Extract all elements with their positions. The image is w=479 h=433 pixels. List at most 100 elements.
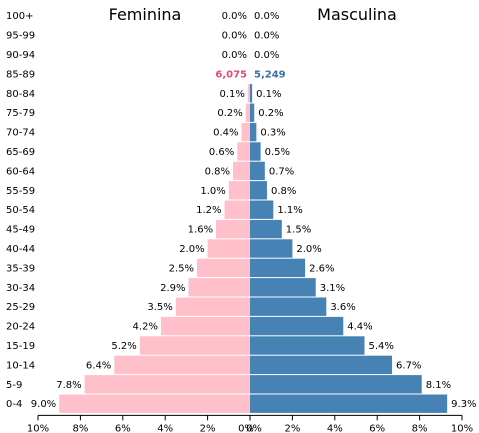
age-label-5-9: 5-9 [6, 380, 22, 391]
age-label-90-94: 90-94 [6, 50, 35, 61]
female-bar-5-9 [84, 375, 250, 394]
x-tick-label: 2% [200, 423, 216, 433]
male-bar-70-74 [250, 122, 257, 142]
female-value-100+: 0.0% [222, 11, 247, 22]
male-value-75-79: 0.2% [258, 108, 283, 119]
female-value-5-9: 7.8% [56, 380, 81, 391]
female-value-90-94: 0.0% [222, 50, 247, 61]
male-bar-35-39 [250, 258, 306, 278]
male-bar-15-19 [250, 336, 365, 355]
male-bar-20-24 [250, 316, 344, 336]
male-value-70-74: 0.3% [260, 128, 285, 139]
female-value-25-29: 3.5% [147, 302, 172, 313]
x-tick-label: 2% [284, 423, 300, 433]
female-bar-25-29 [175, 297, 250, 316]
age-label-75-79: 75-79 [6, 108, 35, 119]
female-value-20-24: 4.2% [133, 322, 158, 333]
male-bar-0-4 [250, 394, 448, 413]
male-value-10-14: 6.7% [396, 360, 421, 371]
female-bar-40-44 [207, 239, 250, 258]
age-label-100+: 100+ [6, 11, 33, 22]
female-title: Feminina [109, 5, 182, 24]
x-tick-label: 0% [238, 423, 254, 433]
male-value-5-9: 8.1% [426, 380, 451, 391]
male-value-85-89: 5,249 [254, 69, 286, 80]
female-bar-80-84 [247, 84, 250, 103]
age-label-65-69: 65-69 [6, 147, 35, 158]
bars-group [59, 84, 448, 413]
age-label-30-34: 30-34 [6, 283, 35, 294]
female-bar-50-54 [224, 200, 250, 219]
female-value-10-14: 6.4% [86, 360, 111, 371]
female-value-50-54: 1.2% [196, 205, 221, 216]
female-bar-55-59 [228, 181, 250, 200]
age-label-80-84: 80-84 [6, 89, 35, 100]
age-labels-group: 100+ 95-99 90-94 85-89 80-84 75-79 70-74 65-69 6… [6, 11, 35, 410]
male-value-100+: 0.0% [254, 11, 279, 22]
male-value-20-24: 4.4% [347, 322, 372, 333]
x-tick-label: 6% [115, 423, 131, 433]
age-label-95-99: 95-99 [6, 31, 35, 42]
female-bar-60-64 [233, 161, 250, 181]
x-tick-label: 8% [72, 423, 88, 433]
female-bar-15-19 [139, 336, 250, 355]
male-bar-45-49 [250, 219, 282, 239]
female-bar-10-14 [114, 355, 250, 375]
female-bar-30-34 [188, 278, 250, 297]
male-bar-40-44 [250, 239, 293, 258]
age-label-40-44: 40-44 [6, 244, 35, 255]
age-label-15-19: 15-19 [6, 341, 35, 352]
male-value-30-34: 3.1% [320, 283, 345, 294]
female-value-35-39: 2.5% [169, 263, 194, 274]
male-value-35-39: 2.6% [309, 263, 334, 274]
male-value-65-69: 0.5% [265, 147, 290, 158]
female-value-60-64: 0.8% [205, 166, 230, 177]
age-label-0-4: 0-4 [6, 399, 22, 410]
x-tick-label: 6% [369, 423, 385, 433]
x-tick-label: 0% [246, 423, 262, 433]
male-value-40-44: 2.0% [296, 244, 321, 255]
male-bar-10-14 [250, 355, 393, 375]
age-label-25-29: 25-29 [6, 302, 35, 313]
female-value-65-69: 0.6% [209, 147, 234, 158]
male-bar-5-9 [250, 375, 422, 394]
female-value-40-44: 2.0% [179, 244, 204, 255]
male-bar-60-64 [250, 161, 265, 181]
male-bar-65-69 [250, 142, 261, 161]
age-label-55-59: 55-59 [6, 186, 35, 197]
male-value-0-4: 9.3% [451, 399, 476, 410]
x-tick-label: 10% [27, 423, 49, 433]
female-value-75-79: 0.2% [217, 108, 242, 119]
x-tick-label: 4% [157, 423, 173, 433]
x-tick-label: 10% [451, 423, 473, 433]
female-value-70-74: 0.4% [213, 128, 238, 139]
female-value-30-34: 2.9% [160, 283, 185, 294]
female-bar-45-49 [216, 219, 250, 239]
male-value-60-64: 0.7% [269, 166, 294, 177]
x-tick-label: 8% [412, 423, 428, 433]
male-value-80-84: 0.1% [256, 89, 281, 100]
x-axis: 10% 8% 6% 4% 2% 0%0% 2% 4% 6% 8% 10% [27, 414, 473, 433]
male-bar-30-34 [250, 278, 316, 297]
age-label-20-24: 20-24 [6, 322, 35, 333]
female-bar-0-4 [59, 394, 251, 413]
age-label-10-14: 10-14 [6, 360, 35, 371]
female-value-95-99: 0.0% [222, 31, 247, 42]
age-label-35-39: 35-39 [6, 263, 35, 274]
male-bar-75-79 [250, 103, 255, 122]
male-value-55-59: 0.8% [271, 186, 296, 197]
female-value-0-4: 9.0% [31, 399, 56, 410]
age-label-45-49: 45-49 [6, 225, 35, 236]
female-bar-35-39 [197, 258, 250, 278]
male-bar-25-29 [250, 297, 327, 316]
female-bar-65-69 [237, 142, 250, 161]
female-bar-70-74 [241, 122, 250, 142]
female-value-85-89: 6,075 [215, 69, 247, 80]
female-value-55-59: 1.0% [200, 186, 225, 197]
male-value-90-94: 0.0% [254, 50, 279, 61]
female-bar-20-24 [160, 316, 250, 336]
male-value-50-54: 1.1% [277, 205, 302, 216]
age-label-70-74: 70-74 [6, 128, 35, 139]
age-label-60-64: 60-64 [6, 166, 35, 177]
